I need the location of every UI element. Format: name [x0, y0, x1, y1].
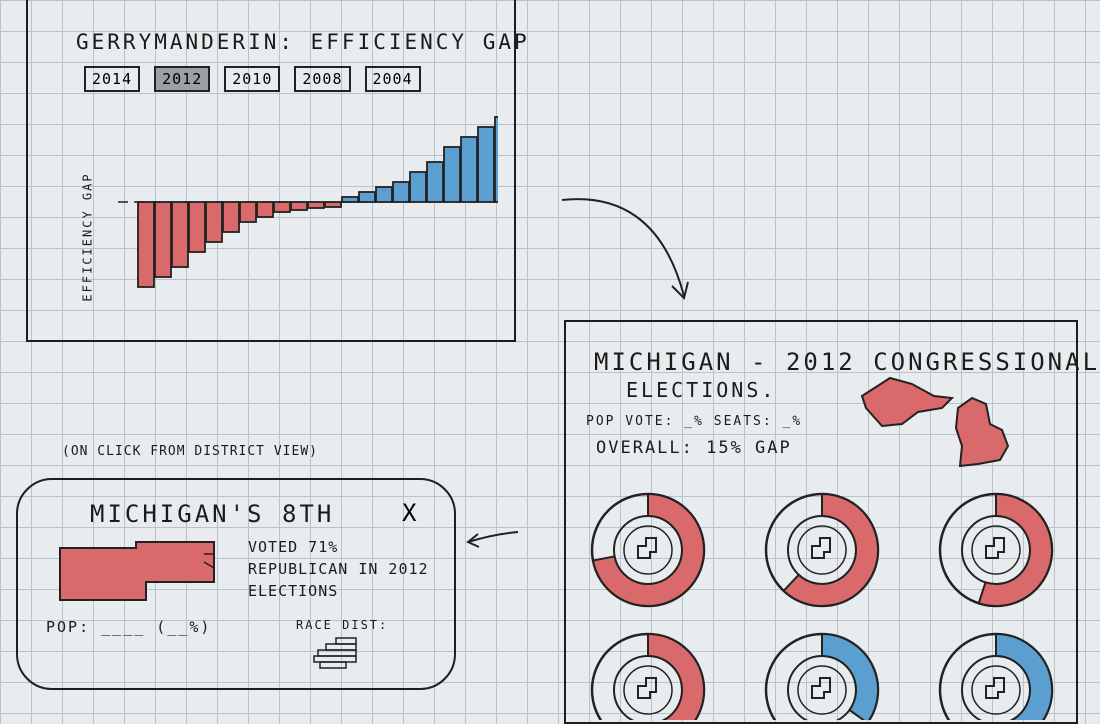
efficiency-gap-bar[interactable] [154, 201, 172, 278]
efficiency-gap-bar[interactable] [375, 186, 393, 203]
efficiency-gap-bar[interactable] [494, 116, 498, 203]
donut-segment[interactable] [821, 632, 879, 720]
district-outline-icon [637, 677, 657, 699]
efficiency-gap-bar[interactable] [137, 201, 155, 288]
efficiency-gap-bar[interactable] [290, 201, 308, 211]
efficiency-gap-bar[interactable] [341, 196, 359, 203]
donut-segment[interactable] [591, 492, 705, 607]
state-title-continued: ELECTIONS. [626, 378, 777, 402]
donut-segment[interactable] [977, 492, 1053, 607]
efficiency-gap-bar[interactable] [222, 201, 240, 233]
michigan-map-icon[interactable] [852, 368, 1052, 478]
year-tabs: 2014 2012 2010 2008 2004 [84, 66, 421, 92]
donut-segment[interactable] [782, 492, 879, 607]
state-title: MICHIGAN - 2012 CONGRESSIONAL [594, 348, 1100, 376]
efficiency-gap-bar[interactable] [307, 201, 325, 209]
year-tab-2014[interactable]: 2014 [84, 66, 141, 92]
district-outline-icon [811, 537, 831, 559]
efficiency-gap-bar[interactable] [460, 136, 478, 203]
donut-center [797, 665, 847, 715]
efficiency-gap-bar[interactable] [324, 201, 342, 208]
race-distribution-chart [313, 637, 357, 669]
efficiency-gap-bar[interactable] [392, 181, 410, 203]
close-button[interactable]: X [396, 498, 422, 528]
year-tab-2010[interactable]: 2010 [224, 66, 281, 92]
year-tab-2012[interactable]: 2012 [154, 66, 211, 92]
donut-center [623, 525, 673, 575]
efficiency-gap-bar[interactable] [188, 201, 206, 253]
chart-title: GERRYMANDERIN: EFFICIENCY GAP [76, 30, 530, 54]
efficiency-gap-bar[interactable] [477, 126, 495, 203]
race-distribution-label: RACE DIST: [296, 618, 389, 632]
efficiency-gap-bar[interactable] [256, 201, 274, 218]
arrow-to-district-card-icon [466, 531, 519, 548]
year-tab-2008[interactable]: 2008 [294, 66, 351, 92]
donut-segment[interactable] [995, 632, 1053, 720]
district-outline-icon [637, 537, 657, 559]
efficiency-gap-bar[interactable] [273, 201, 291, 213]
donut-center [797, 525, 847, 575]
district-outline-icon [985, 537, 1005, 559]
overall-gap: OVERALL: 15% GAP [596, 438, 792, 458]
state-detail-panel: MICHIGAN - 2012 CONGRESSIONAL ELECTIONS.… [564, 320, 1097, 724]
efficiency-gap-bar[interactable] [426, 161, 444, 203]
efficiency-gap-bar[interactable] [358, 191, 376, 203]
card-caption: (ON CLICK FROM DISTRICT VIEW) [62, 444, 318, 459]
year-tab-2004[interactable]: 2004 [364, 66, 421, 92]
district-shape-icon [59, 541, 215, 601]
district-population: POP: ____ (__%) [46, 618, 212, 636]
efficiency-gap-panel: GERRYMANDERIN: EFFICIENCY GAP 2014 2012 … [26, 0, 527, 342]
donut-center [971, 665, 1021, 715]
district-donut-grid[interactable] [590, 490, 1070, 720]
arrow-to-state-view-icon [561, 198, 689, 300]
district-outline-icon [811, 677, 831, 699]
donut-center [623, 665, 673, 715]
district-outline-icon [985, 677, 1005, 699]
efficiency-gap-bar[interactable] [239, 201, 257, 223]
donut-center [971, 525, 1021, 575]
efficiency-gap-bar[interactable] [443, 146, 461, 203]
efficiency-gap-chart [118, 116, 498, 288]
efficiency-gap-bar[interactable] [409, 171, 427, 203]
donut-segment[interactable] [647, 632, 705, 720]
y-axis-label: EFFICIENCY GAP [80, 172, 95, 302]
vote-seat-stats: POP VOTE: _% SEATS: _% [586, 414, 803, 429]
efficiency-gap-bar[interactable] [205, 201, 223, 243]
district-title: MICHIGAN'S 8th [90, 500, 335, 528]
efficiency-gap-bar[interactable] [171, 201, 189, 268]
district-vote-summary: VOTED 71% REPUBLICAN IN 2012 ELECTIONS [248, 538, 429, 600]
district-card: MICHIGAN'S 8th X VOTED 71% REPUBLICAN IN… [16, 478, 456, 690]
